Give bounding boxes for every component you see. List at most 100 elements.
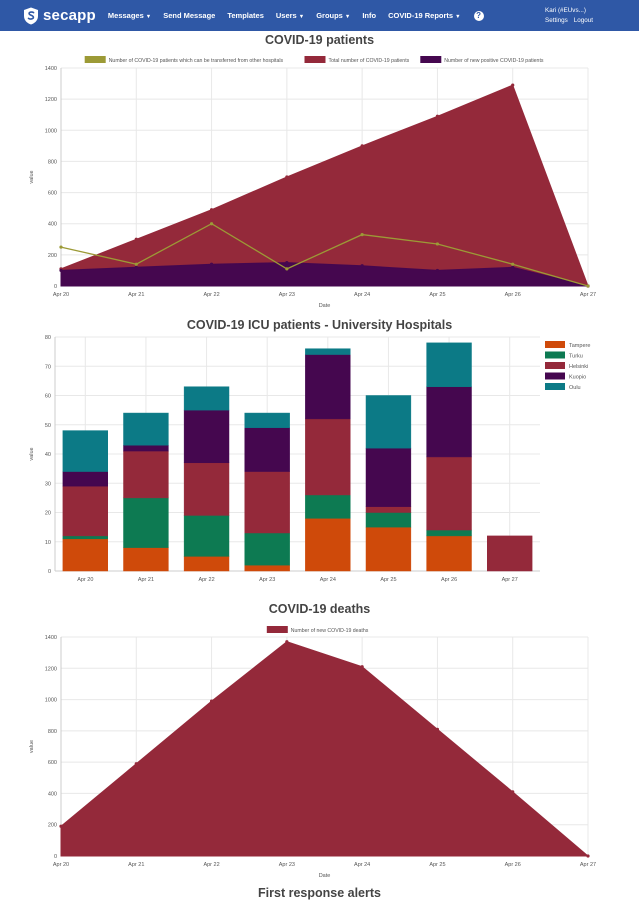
bar-turku bbox=[426, 529, 472, 537]
y-tick-label: 70 bbox=[45, 364, 51, 370]
legend-label: Tampere bbox=[569, 343, 590, 349]
caret-down-icon: ▼ bbox=[344, 14, 351, 20]
legend-item-3: Number of new positive COVID-19 patients bbox=[420, 56, 544, 64]
deaths-chart-title: COVID-19 deaths bbox=[268, 602, 371, 616]
nav-item-info[interactable]: Info bbox=[362, 11, 376, 20]
y-tick-label: 800 bbox=[48, 159, 57, 165]
data-point bbox=[511, 265, 515, 269]
x-axis-title: Date bbox=[319, 303, 331, 309]
logout-link[interactable]: Logout bbox=[573, 17, 594, 24]
bar-oulu bbox=[305, 348, 351, 355]
legend-item-kuopio: Kuopio bbox=[545, 372, 586, 381]
help-icon[interactable]: ? bbox=[473, 10, 484, 21]
x-tick-label: Apr 26 bbox=[505, 292, 521, 298]
data-point bbox=[285, 175, 289, 179]
data-point bbox=[59, 245, 63, 249]
y-tick-label: 600 bbox=[48, 191, 57, 197]
alerts-section-title: First response alerts bbox=[258, 886, 381, 900]
x-tick-label: Apr 23 bbox=[259, 577, 275, 583]
data-point bbox=[134, 262, 138, 266]
area-total-number-of-covid-19-patients bbox=[60, 84, 589, 287]
y-tick-label: 1000 bbox=[45, 698, 57, 704]
legend-swatch bbox=[545, 383, 565, 390]
data-point bbox=[511, 83, 515, 87]
nav-item-label: Info bbox=[362, 11, 377, 20]
y-axis-title: value bbox=[29, 740, 35, 753]
x-tick-label: Apr 20 bbox=[53, 862, 69, 868]
nav-item-label: Messages bbox=[107, 11, 144, 20]
nav-item-messages[interactable]: Messages ▼ bbox=[108, 11, 151, 20]
nav-item-covid-reports[interactable]: COVID-19 Reports ▼ bbox=[388, 11, 460, 20]
data-point bbox=[435, 268, 440, 273]
data-point bbox=[59, 824, 63, 828]
nav-item-send-message[interactable]: Send Message bbox=[163, 11, 215, 20]
legend-swatch bbox=[84, 56, 106, 63]
nav-item-users[interactable]: Users ▼ bbox=[276, 11, 304, 20]
data-point bbox=[134, 265, 138, 269]
y-tick-label: 200 bbox=[48, 253, 57, 259]
bar-helsinki bbox=[487, 535, 533, 572]
y-tick-label: 1400 bbox=[45, 635, 57, 641]
bar-helsinki bbox=[426, 456, 472, 531]
legend-swatch bbox=[420, 56, 442, 63]
bar-oulu bbox=[183, 386, 230, 411]
top-navbar: secapp Messages ▼ Send Message Templates … bbox=[0, 0, 639, 31]
y-tick-label: 1400 bbox=[45, 66, 57, 72]
legend-label: Number of new positive COVID-19 patients bbox=[444, 58, 544, 64]
y-tick-label: 10 bbox=[45, 540, 51, 546]
y-tick-label: 30 bbox=[45, 481, 51, 487]
bar-oulu bbox=[426, 342, 472, 387]
bar-tampere bbox=[365, 526, 412, 572]
bar-turku bbox=[365, 512, 412, 528]
data-point bbox=[209, 262, 214, 266]
user-name[interactable]: Kari (#EUvs...) bbox=[545, 7, 586, 14]
patients-chart: 0 200 400 600 800 1000 1200 1400 Apr 20 Apr 21 Apr… bbox=[29, 56, 596, 309]
bar-helsinki bbox=[244, 471, 290, 534]
y-tick-label: 1200 bbox=[45, 97, 57, 103]
line-number-of-covid-19-patients-which-can-be bbox=[60, 222, 589, 287]
shield-logo-icon bbox=[24, 7, 38, 24]
data-point bbox=[435, 727, 440, 731]
bar-tampere bbox=[183, 556, 230, 572]
legend-swatch bbox=[545, 351, 565, 359]
legend-swatch bbox=[545, 341, 565, 348]
x-tick-label: Apr 24 bbox=[320, 577, 336, 583]
bar-kuopio bbox=[62, 471, 108, 487]
nav-item-templates[interactable]: Templates bbox=[227, 11, 264, 20]
brand[interactable]: secapp bbox=[23, 7, 96, 25]
bar-turku bbox=[123, 497, 169, 548]
bar-tampere bbox=[62, 538, 108, 572]
data-point bbox=[134, 237, 138, 241]
x-tick-label: Apr 26 bbox=[441, 577, 457, 583]
x-tick-label: Apr 20 bbox=[77, 577, 93, 583]
x-tick-label: Apr 22 bbox=[198, 577, 214, 583]
settings-link[interactable]: Settings bbox=[545, 17, 568, 24]
bar-helsinki bbox=[123, 450, 169, 499]
deaths-chart: 0 200 400 600 800 1000 1200 1400 Apr 20 Apr 21 Apr… bbox=[29, 626, 596, 879]
legend-item-1: Number of new COVID-19 deaths bbox=[266, 626, 369, 634]
caret-down-icon: ▼ bbox=[145, 14, 152, 20]
data-point bbox=[285, 267, 289, 271]
y-tick-label: 1200 bbox=[45, 666, 57, 672]
x-tick-label: Apr 21 bbox=[138, 577, 154, 583]
bar-turku bbox=[62, 535, 108, 540]
data-point bbox=[586, 854, 590, 858]
legend-item-helsinki: Helsinki bbox=[545, 362, 588, 370]
x-tick-label: Apr 27 bbox=[502, 577, 518, 583]
bar-tampere bbox=[244, 564, 290, 572]
x-tick-label: Apr 24 bbox=[354, 292, 370, 298]
bar-oulu bbox=[244, 412, 290, 428]
bar-kuopio bbox=[426, 386, 472, 458]
icu-chart: 0 10 20 30 40 50 60 70 80 Apr 20 Apr 21 Apr 22 Apr 2… bbox=[29, 335, 590, 583]
nav-item-groups[interactable]: Groups ▼ bbox=[316, 11, 350, 20]
bar-turku bbox=[244, 532, 290, 566]
bar-turku bbox=[305, 494, 351, 519]
x-axis-title: Date bbox=[319, 873, 331, 879]
data-point bbox=[209, 208, 214, 212]
x-tick-label: Apr 22 bbox=[203, 862, 219, 868]
legend-label: Oulu bbox=[569, 385, 581, 391]
y-tick-label: 60 bbox=[45, 394, 51, 400]
legend-label: Helsinki bbox=[569, 364, 588, 370]
bar-tampere bbox=[123, 547, 169, 572]
y-tick-label: 800 bbox=[48, 729, 57, 735]
